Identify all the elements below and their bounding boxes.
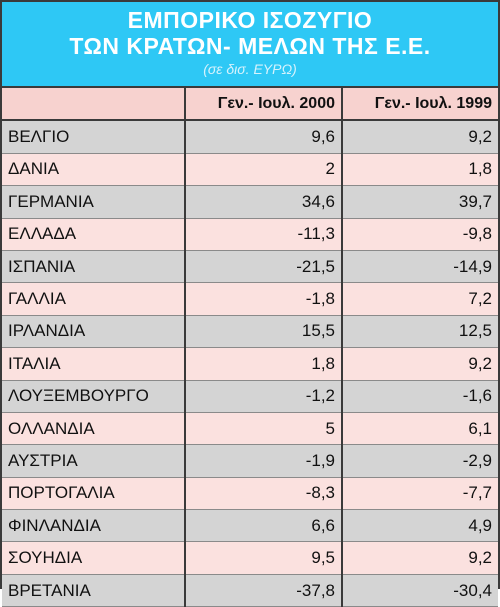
value-1999-cell: 9,2	[342, 347, 498, 381]
country-cell: ΕΛΛΑΔΑ	[2, 218, 186, 251]
value-2000-cell: 9,5	[185, 541, 343, 575]
value-1999-cell: 9,2	[342, 120, 498, 154]
table-row: ΣΟΥΗΔΙΑ 9,5 9,2	[2, 541, 498, 575]
country-cell: ΓΑΛΛΙΑ	[2, 282, 186, 316]
value-1999-cell: 1,8	[342, 153, 498, 187]
country-cell: ΦΙΝΛΑΝΔΙΑ	[2, 509, 186, 543]
table-row: ΠΟΡΤΟΓΑΛΙΑ -8,3 -7,7	[2, 477, 498, 511]
value-2000-cell: 2	[185, 153, 343, 187]
table-row: ΙΡΛΑΝΔΙΑ 15,5 12,5	[2, 315, 498, 349]
value-2000-cell: -21,5	[185, 250, 343, 284]
column-header-1999: Γεν.- Ιουλ. 1999	[342, 85, 498, 122]
page-subtitle: ΤΩΝ ΚΡΑΤΩΝ- ΜΕΛΩΝ ΤΗΣ Ε.Ε.	[69, 33, 431, 59]
table-row: ΑΥΣΤΡΙΑ -1,9 -2,9	[2, 444, 498, 478]
column-header-2000: Γεν.- Ιουλ. 2000	[185, 85, 343, 122]
table-row: ΔΑΝΙΑ 2 1,8	[2, 153, 498, 187]
table-row: ΒΕΛΓΙΟ 9,6 9,2	[2, 120, 498, 154]
table-row: ΛΟΥΞΕΜΒΟΥΡΓΟ -1,2 -1,6	[2, 380, 498, 413]
value-2000-cell: 15,5	[185, 315, 343, 349]
country-cell: ΒΡΕΤΑΝΙΑ	[2, 574, 186, 607]
value-2000-cell: 1,8	[185, 347, 343, 381]
value-2000-cell: -8,3	[185, 477, 343, 511]
value-1999-cell: -2,9	[342, 444, 498, 478]
value-1999-cell: -1,6	[342, 380, 498, 413]
table-row: ΦΙΝΛΑΝΔΙΑ 6,6 4,9	[2, 509, 498, 543]
country-cell: ΙΤΑΛΙΑ	[2, 347, 186, 381]
value-2000-cell: 9,6	[185, 120, 343, 154]
page-title: ΕΜΠΟΡΙΚΟ ΙΣΟΖΥΓΙΟ	[127, 7, 373, 33]
value-1999-cell: 9,2	[342, 541, 498, 575]
value-1999-cell: 12,5	[342, 315, 498, 349]
country-cell: ΓΕΡΜΑΝΙΑ	[2, 185, 186, 219]
unit-caption: (σε δισ. ΕΥΡΩ)	[203, 61, 297, 77]
country-cell: ΛΟΥΞΕΜΒΟΥΡΓΟ	[2, 380, 186, 413]
table-header-banner: ΕΜΠΟΡΙΚΟ ΙΣΟΖΥΓΙΟ ΤΩΝ ΚΡΑΤΩΝ- ΜΕΛΩΝ ΤΗΣ …	[2, 2, 498, 86]
country-cell: ΔΑΝΙΑ	[2, 153, 186, 187]
value-1999-cell: 7,2	[342, 282, 498, 316]
country-cell: ΠΟΡΤΟΓΑΛΙΑ	[2, 477, 186, 511]
table-row: ΓΕΡΜΑΝΙΑ 34,6 39,7	[2, 185, 498, 219]
table-row: ΙΤΑΛΙΑ 1,8 9,2	[2, 347, 498, 381]
country-cell: ΒΕΛΓΙΟ	[2, 120, 186, 154]
value-1999-cell: 4,9	[342, 509, 498, 543]
value-1999-cell: 39,7	[342, 185, 498, 219]
value-2000-cell: 34,6	[185, 185, 343, 219]
value-1999-cell: -9,8	[342, 218, 498, 251]
value-2000-cell: -1,8	[185, 282, 343, 316]
value-2000-cell: -11,3	[185, 218, 343, 251]
country-cell: ΣΟΥΗΔΙΑ	[2, 541, 186, 575]
table-row: ΓΑΛΛΙΑ -1,8 7,2	[2, 282, 498, 316]
table-row: ΙΣΠΑΝΙΑ -21,5 -14,9	[2, 250, 498, 284]
value-1999-cell: -7,7	[342, 477, 498, 511]
value-2000-cell: -1,2	[185, 380, 343, 413]
value-1999-cell: -14,9	[342, 250, 498, 284]
country-cell: ΙΣΠΑΝΙΑ	[2, 250, 186, 284]
table-row: ΟΛΛΑΝΔΙΑ 5 6,1	[2, 412, 498, 446]
country-cell: ΑΥΣΤΡΙΑ	[2, 444, 186, 478]
table-row: ΒΡΕΤΑΝΙΑ -37,8 -30,4	[2, 574, 498, 607]
table-body: ΒΕΛΓΙΟ 9,6 9,2 ΔΑΝΙΑ 2 1,8 ΓΕΡΜΑΝΙΑ 34,6 39,7 ΕΛΛ…	[2, 120, 498, 607]
country-cell: ΙΡΛΑΝΔΙΑ	[2, 315, 186, 349]
column-header-row: Γεν.- Ιουλ. 2000 Γεν.- Ιουλ. 1999	[2, 85, 498, 122]
value-1999-cell: 6,1	[342, 412, 498, 446]
country-cell: ΟΛΛΑΝΔΙΑ	[2, 412, 186, 446]
value-2000-cell: 6,6	[185, 509, 343, 543]
value-2000-cell: -37,8	[185, 574, 343, 607]
value-2000-cell: 5	[185, 412, 343, 446]
value-2000-cell: -1,9	[185, 444, 343, 478]
trade-balance-table: Γεν.- Ιουλ. 2000 Γεν.- Ιουλ. 1999 ΒΕΛΓΙΟ…	[2, 85, 498, 607]
value-1999-cell: -30,4	[342, 574, 498, 607]
column-header-country	[2, 85, 186, 122]
table-row: ΕΛΛΑΔΑ -11,3 -9,8	[2, 218, 498, 251]
